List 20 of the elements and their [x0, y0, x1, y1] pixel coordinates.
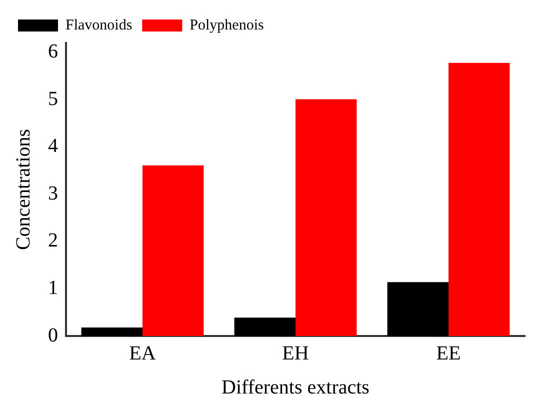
y-tick-label: 1 [48, 276, 58, 299]
x-axis-title: Differents extracts [222, 376, 370, 398]
y-tick-label: 2 [48, 230, 58, 252]
y-tick-label: 6 [48, 40, 58, 63]
y-tick-label: 4 [48, 135, 58, 158]
bar [81, 327, 142, 336]
bar [296, 99, 357, 336]
y-axis-title: Concentrations [12, 128, 34, 250]
legend-label: Polyphenois [190, 17, 264, 34]
y-tick-label: 3 [48, 182, 58, 204]
y-tick-label: 5 [48, 88, 58, 110]
x-tick-label: EH [282, 342, 309, 364]
legend-label: Flavonoids [66, 17, 132, 34]
bar [142, 165, 204, 336]
x-tick-label: EE [436, 342, 461, 364]
bar [387, 282, 448, 336]
y-tick-label: 0 [48, 324, 58, 346]
bar [448, 62, 510, 336]
x-tick-label: EA [129, 342, 156, 364]
bar [234, 318, 296, 336]
